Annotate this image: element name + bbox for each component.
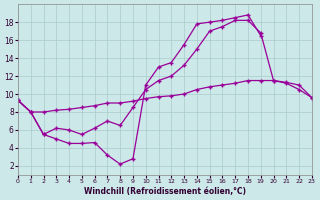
X-axis label: Windchill (Refroidissement éolien,°C): Windchill (Refroidissement éolien,°C) (84, 187, 246, 196)
